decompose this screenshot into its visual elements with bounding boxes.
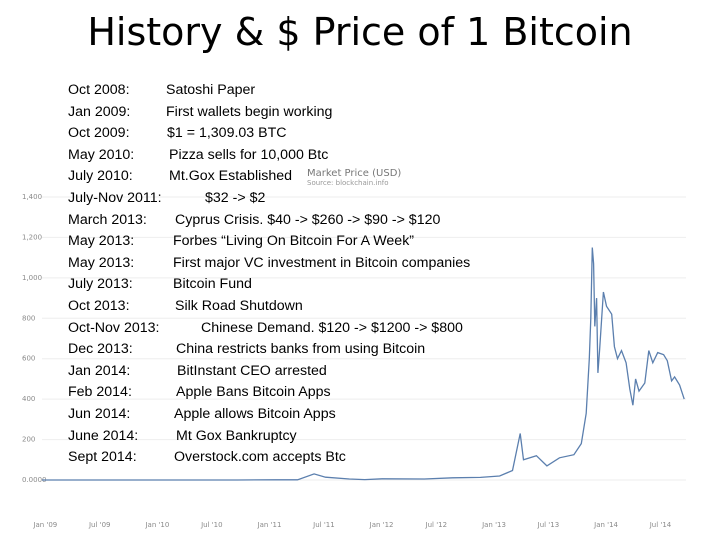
timeline-date: Jun 2014:: [68, 405, 131, 422]
x-tick-label: Jan '12: [369, 521, 394, 529]
timeline-date: July 2013:: [68, 276, 133, 293]
timeline-event: China restricts banks from using Bitcoin: [176, 341, 426, 358]
timeline-event: Forbes “Living On Bitcoin For A Week”: [173, 233, 415, 250]
timeline-event: Pizza sells for 10,000 Btc: [169, 146, 329, 163]
timeline-event: Cyprus Crisis. $40 -> $260 -> $90 -> $12…: [175, 211, 441, 228]
timeline-date: May 2013:: [68, 233, 135, 250]
x-axis-ticks: Jan '09 Jul '09 Jan '10 Jul '10 Jan '11 Jul '…: [32, 521, 671, 529]
timeline-date: July 2010:: [68, 168, 133, 185]
timeline-event: Chinese Demand. $120 -> $1200 -> $800: [201, 319, 463, 336]
timeline-event: Overstock.com accepts Btc: [174, 449, 346, 466]
timeline-date: Oct 2008:: [68, 82, 130, 98]
y-tick-label: 1,400: [22, 193, 42, 201]
series-line-market-price: [42, 247, 685, 481]
y-tick-label: 0.0000: [22, 476, 47, 484]
timeline-event: Apple Bans Bitcoin Apps: [176, 384, 331, 401]
timeline-event: Mt.Gox Established: [169, 168, 293, 185]
timeline-event: Bitcoin Fund: [173, 276, 252, 293]
x-tick-label: Jan '09: [32, 521, 57, 529]
y-tick-label: 1,200: [22, 233, 42, 241]
slide-title: History & $ Price of 1 Bitcoin: [87, 10, 633, 54]
x-tick-label: Jan '10: [144, 521, 169, 529]
timeline-date: June 2014:: [68, 427, 139, 444]
x-tick-label: Jan '13: [481, 521, 506, 529]
chart-title: Market Price (USD): [307, 168, 401, 179]
timeline-date: Sept 2014:: [68, 449, 137, 466]
timeline-event: Mt Gox Bankruptcy: [176, 427, 297, 444]
timeline-event: First wallets begin working: [166, 103, 333, 120]
x-tick-label: Jul '14: [649, 521, 672, 529]
timeline-date: Oct 2009:: [68, 125, 130, 142]
y-tick-label: 800: [22, 314, 35, 322]
y-tick-label: 1,000: [22, 274, 42, 282]
x-tick-label: Jul '11: [312, 521, 335, 529]
x-tick-label: Jul '09: [88, 521, 111, 529]
chart-source: Source: blockchain.info: [307, 179, 389, 187]
y-axis-ticks: 0.0000 200 400 600 800 1,000 1,200 1,400: [22, 193, 47, 484]
x-tick-label: Jul '13: [537, 521, 560, 529]
timeline-event: $32 -> $2: [205, 189, 266, 206]
timeline-event: Apple allows Bitcoin Apps: [174, 405, 336, 422]
timeline-date: Oct 2013:: [68, 297, 130, 314]
timeline-date: March 2013:: [68, 211, 147, 228]
x-tick-label: Jan '14: [593, 521, 618, 529]
x-tick-label: Jul '10: [200, 521, 223, 529]
timeline-event: $1 = 1,309.03 BTC: [167, 125, 287, 142]
y-tick-label: 200: [22, 436, 35, 444]
timeline-date: Jan 2009:: [68, 103, 131, 120]
timeline-date: July-Nov 2011:: [68, 189, 162, 206]
timeline-date: Dec 2013:: [68, 341, 133, 358]
timeline-date: Oct-Nov 2013:: [68, 319, 160, 336]
timeline-event: First major VC investment in Bitcoin com…: [173, 254, 471, 271]
y-tick-label: 600: [22, 355, 35, 363]
x-tick-label: Jul '12: [425, 521, 448, 529]
y-tick-label: 400: [22, 395, 35, 403]
timeline-date: May 2013:: [68, 254, 135, 271]
timeline-date: May 2010:: [68, 146, 135, 163]
timeline-event: BitInstant CEO arrested: [177, 362, 327, 379]
timeline-event: Silk Road Shutdown: [175, 297, 303, 314]
timeline-event: Satoshi Paper: [166, 82, 256, 98]
x-tick-label: Jan '11: [257, 521, 282, 529]
timeline-date: Jan 2014:: [68, 362, 131, 379]
timeline-date: Feb 2014:: [68, 384, 132, 401]
